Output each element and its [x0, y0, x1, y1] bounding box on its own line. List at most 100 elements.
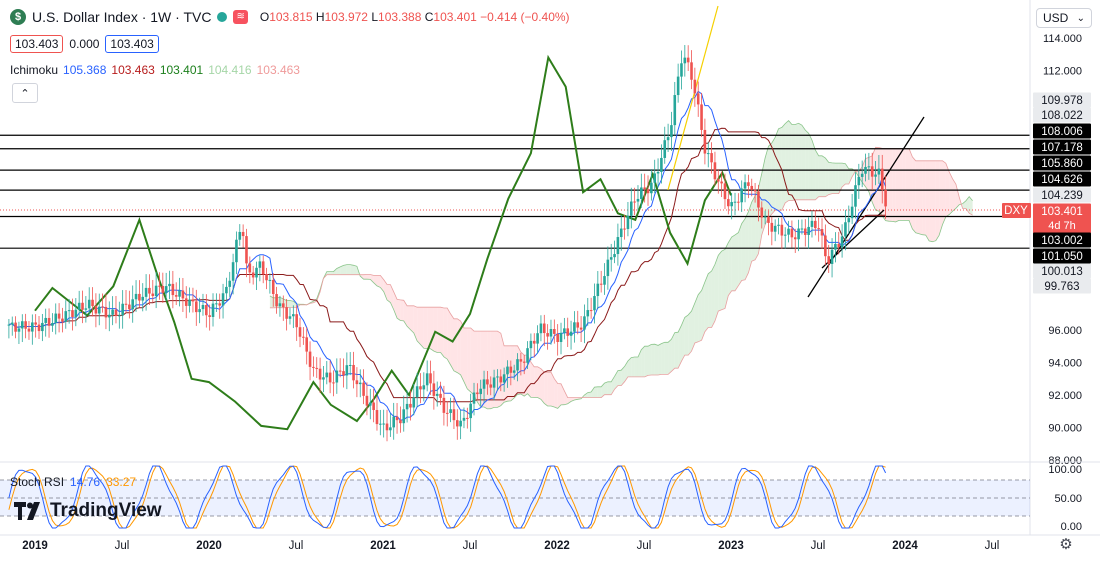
cloud-segment — [815, 150, 819, 200]
price-label-box — [1033, 92, 1091, 108]
cloud-segment — [407, 305, 411, 330]
cloud-segment — [898, 148, 903, 221]
candle-body — [482, 379, 486, 389]
candle-body — [231, 262, 235, 281]
candle-body — [445, 412, 449, 414]
cloud-segment — [658, 343, 662, 375]
candle-body — [472, 392, 476, 404]
candle-body — [208, 315, 211, 317]
open-value: 103.815 — [269, 10, 313, 24]
cloud-segment — [738, 223, 742, 286]
symbol-legend[interactable]: $ U.S. Dollar Index · 1W · TVC ≋ O103.81… — [10, 9, 570, 25]
cloud-segment — [785, 120, 789, 203]
candle-body — [469, 403, 472, 419]
cloud-segment — [765, 146, 769, 225]
candle-body — [730, 202, 733, 207]
candle-body — [198, 309, 201, 313]
cloud-segment — [694, 294, 699, 344]
cloud-segment — [561, 383, 565, 405]
candle-body — [549, 329, 553, 337]
price-label-text: 101.050 — [1041, 251, 1083, 263]
stoch-rsi-legend[interactable]: Stoch RSI 14.76 33.27 — [10, 475, 136, 489]
cloud-segment — [905, 148, 910, 221]
cloud-segment — [952, 178, 956, 212]
candle-body — [184, 298, 188, 306]
tradingview-icon — [14, 502, 40, 520]
candle-body — [178, 290, 181, 297]
candle-body — [429, 373, 432, 384]
candle-body — [790, 228, 794, 238]
candle-body — [34, 322, 37, 325]
candle-body — [532, 340, 536, 344]
candle-body — [7, 324, 11, 326]
price-tick-label: 114.000 — [1043, 33, 1082, 45]
tradingview-logo[interactable]: TradingView — [14, 500, 162, 522]
collapse-legend-button[interactable]: ⌃ — [12, 83, 38, 103]
candle-body — [101, 306, 104, 308]
candle-body — [238, 231, 242, 240]
candle-body — [338, 370, 342, 372]
stoch-d-value: 33.27 — [106, 475, 137, 489]
candle-body — [449, 409, 452, 413]
cloud-segment — [704, 273, 709, 332]
candle-body — [41, 322, 44, 332]
stoch-tick-label: 50.00 — [1054, 493, 1082, 505]
candle-body — [278, 303, 282, 307]
cloud-segment — [644, 346, 649, 377]
cloud-segment — [795, 123, 799, 200]
candle-body — [295, 314, 298, 328]
candle-body — [663, 140, 667, 158]
candle-body — [683, 57, 687, 64]
candle-body — [432, 383, 436, 396]
candle-body — [840, 236, 844, 248]
currency-select[interactable]: USD ⌄ — [1036, 8, 1092, 28]
cloud-segment — [842, 163, 846, 187]
candle-body — [509, 366, 513, 373]
cloud-segment — [547, 372, 551, 406]
candle-body — [164, 286, 168, 293]
candle-body — [17, 328, 21, 332]
cloud-segment — [433, 307, 438, 353]
symbol-title[interactable]: U.S. Dollar Index · 1W · TVC — [32, 9, 212, 25]
candle-body — [519, 359, 523, 362]
candle-body — [747, 182, 750, 186]
ichimoku-legend[interactable]: Ichimoku 105.368 103.463 103.401 104.416… — [10, 63, 300, 77]
cloud-segment — [326, 271, 331, 275]
cloud-segment — [969, 196, 973, 216]
candle-body — [51, 322, 54, 326]
candle-body — [479, 388, 483, 395]
cloud-segment — [500, 333, 505, 406]
gear-icon[interactable]: ⚙ — [1059, 536, 1073, 553]
chikou-line — [34, 54, 732, 431]
candle-body — [780, 224, 784, 236]
time-tick-label: Jul — [463, 540, 478, 552]
cloud-segment — [594, 386, 598, 398]
candle-body — [616, 237, 620, 255]
cloud-segment — [634, 356, 638, 377]
candle-body — [154, 285, 158, 297]
candle-body — [676, 76, 680, 96]
bid-price-button[interactable]: 103.403 — [10, 35, 64, 53]
wave-icon[interactable]: ≋ — [233, 10, 248, 24]
candle-body — [563, 328, 566, 333]
cloud-segment — [892, 148, 896, 222]
cloud-segment — [627, 357, 632, 377]
time-tick-label: 2021 — [370, 540, 396, 552]
candle-body — [824, 235, 827, 257]
span-b-value: 103.463 — [256, 63, 300, 77]
candle-body — [522, 361, 526, 363]
candle-body — [556, 333, 559, 342]
candle-body — [215, 303, 218, 305]
cloud-segment — [447, 308, 451, 365]
candle-body — [81, 302, 84, 310]
candle-body — [302, 336, 305, 338]
cloud-segment — [524, 355, 528, 397]
symbol-tag: DXY — [1004, 205, 1028, 217]
candle-body — [820, 229, 824, 236]
candle-body — [466, 417, 469, 419]
ask-price-button[interactable]: 103.403 — [105, 35, 159, 53]
stoch-d-line — [8, 465, 886, 529]
cloud-segment — [591, 387, 595, 398]
ichimoku-cloud — [269, 120, 973, 409]
